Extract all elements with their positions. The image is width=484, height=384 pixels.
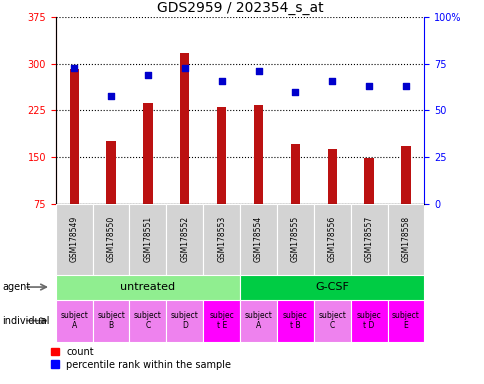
Point [181,65,188,71]
Bar [387,300,424,342]
Bar [313,204,350,275]
Text: subject
C: subject C [318,311,346,330]
Bar [143,103,152,204]
Text: GSM178558: GSM178558 [401,216,409,262]
Point [291,89,299,95]
Bar [56,300,92,342]
Bar [56,275,240,300]
Point [217,78,225,84]
Bar [313,300,350,342]
Bar [70,69,78,204]
Bar [387,204,424,275]
Point [107,93,115,99]
Point [254,68,262,74]
Title: GDS2959 / 202354_s_at: GDS2959 / 202354_s_at [156,1,323,15]
Bar [363,157,373,204]
Bar [203,300,240,342]
Legend: count, percentile rank within the sample: count, percentile rank within the sample [51,347,231,369]
Bar [56,204,92,275]
Text: subject
D: subject D [170,311,198,330]
Bar [350,300,387,342]
Point [70,65,78,71]
Text: GSM178550: GSM178550 [106,216,115,262]
Text: subject
A: subject A [244,311,272,330]
Bar [400,146,409,204]
Bar [166,300,203,342]
Bar [276,204,313,275]
Text: GSM178551: GSM178551 [143,216,152,262]
Text: agent: agent [2,282,30,292]
Bar [203,204,240,275]
Bar [216,107,226,204]
Bar [92,204,129,275]
Bar [240,204,276,275]
Text: subject
E: subject E [391,311,419,330]
Bar [290,144,299,204]
Text: individual: individual [2,316,50,326]
Point [401,83,409,89]
Text: subjec
t B: subjec t B [282,311,307,330]
Bar [240,275,424,300]
Text: subject
B: subject B [97,311,125,330]
Text: GSM178556: GSM178556 [327,216,336,262]
Bar [106,141,115,204]
Bar [180,53,189,204]
Bar [276,300,313,342]
Text: G-CSF: G-CSF [315,282,348,292]
Text: GSM178549: GSM178549 [70,216,78,262]
Text: untreated: untreated [120,282,175,292]
Text: subjec
t D: subjec t D [356,311,381,330]
Text: subject
C: subject C [134,311,162,330]
Bar [92,300,129,342]
Bar [350,204,387,275]
Point [328,78,335,84]
Bar [254,106,262,204]
Text: GSM178552: GSM178552 [180,216,189,262]
Bar [240,300,276,342]
Point [364,83,372,89]
Text: GSM178557: GSM178557 [364,216,373,262]
Text: subject
A: subject A [60,311,88,330]
Text: subjec
t E: subjec t E [209,311,234,330]
Text: GSM178553: GSM178553 [217,216,226,262]
Point [144,72,151,78]
Text: GSM178555: GSM178555 [290,216,299,262]
Bar [327,149,336,204]
Bar [129,204,166,275]
Bar [166,204,203,275]
Text: GSM178554: GSM178554 [254,216,262,262]
Bar [129,300,166,342]
